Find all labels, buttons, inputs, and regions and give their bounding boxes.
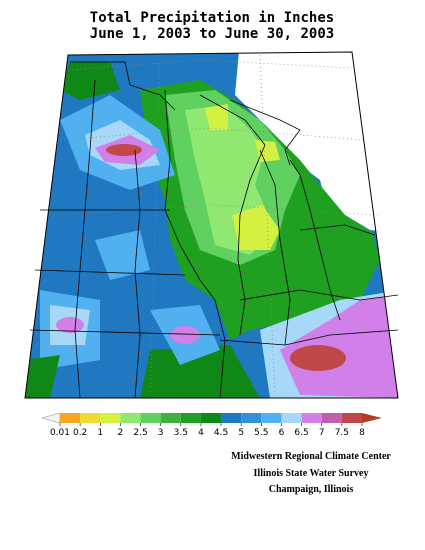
credit: Illinois State Water Survey (254, 468, 369, 479)
field (290, 345, 346, 371)
boundary (34, 269, 186, 276)
legend: 0.01 0.2 1 2 2.5 3 3.5 4 4.5 5 5.5 6 6.5 7 7.5 8 (41, 412, 382, 438)
field (255, 140, 280, 162)
graticule-line (67, 59, 353, 71)
boundary (299, 224, 376, 236)
boundaries (29, 61, 399, 399)
legend-swatch (241, 413, 262, 423)
legend-swatch (160, 413, 181, 423)
field (205, 104, 228, 130)
boundary (229, 99, 301, 166)
field (280, 295, 398, 398)
legend-label: 6 (279, 428, 285, 438)
title-line: June 1, 2003 to June 30, 2003 (90, 26, 334, 42)
legend-swatch (261, 413, 282, 423)
field (25, 355, 60, 398)
legend-label: 3 (158, 428, 164, 438)
map-frame (24, 51, 399, 399)
legend-swatch (140, 413, 161, 423)
boundary (74, 79, 96, 399)
boundary (164, 89, 226, 399)
field (60, 62, 120, 100)
field (95, 230, 150, 280)
legend-label: 7.5 (335, 428, 349, 438)
boundary (219, 329, 399, 346)
legend-label: 0.01 (50, 428, 70, 438)
field (56, 317, 84, 333)
field (106, 144, 142, 156)
legend-label: 5 (238, 428, 244, 438)
legend-arrow (41, 412, 61, 424)
legend-swatch (100, 413, 121, 423)
legend-swatch (200, 413, 222, 423)
legend-swatch (60, 413, 81, 423)
legend-label: 4 (198, 428, 204, 438)
field (140, 345, 260, 398)
legend-arrow (362, 413, 382, 423)
legend-label: 1 (97, 428, 103, 438)
legend-label: 5.5 (254, 428, 268, 438)
boundary (134, 149, 141, 399)
field (232, 205, 280, 250)
boundary (259, 149, 291, 346)
legend-swatch (221, 413, 242, 423)
legend-swatch (120, 413, 141, 423)
field (170, 326, 200, 344)
credit: Midwestern Regional Climate Center (231, 451, 391, 462)
legend-label: 8 (359, 428, 365, 438)
boundary (239, 289, 399, 301)
legend-label: 3.5 (174, 428, 188, 438)
legend-swatch (321, 413, 342, 423)
boundary (70, 61, 176, 111)
legend-swatch (341, 413, 362, 423)
legend-label: 2 (118, 428, 124, 438)
legend-swatch (80, 413, 101, 423)
legend-swatch (180, 413, 201, 423)
legend-label: 6.5 (294, 428, 308, 438)
boundary (199, 94, 266, 336)
legend-label: 7 (319, 428, 325, 438)
legend-label: 2.5 (133, 428, 147, 438)
legend-swatch (281, 413, 302, 423)
precip-field (25, 52, 398, 398)
graticule (49, 54, 379, 399)
legend-swatch (301, 413, 322, 423)
boundary (29, 329, 221, 336)
title-line: Total Precipitation in Inches (90, 10, 334, 26)
credit: Champaign, Illinois (269, 484, 354, 495)
legend-label: 4.5 (214, 428, 228, 438)
legend-label: 0.2 (73, 428, 87, 438)
